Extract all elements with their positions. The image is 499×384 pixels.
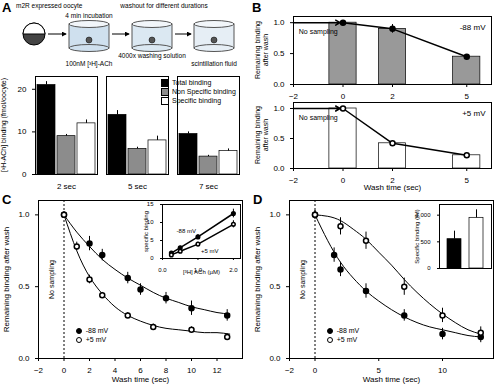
svg-text:0: 0 <box>341 92 346 101</box>
svg-text:0.0: 0.0 <box>158 267 167 273</box>
svg-text:2: 2 <box>390 176 395 186</box>
svg-text:7 sec: 7 sec <box>199 182 218 191</box>
svg-text:0: 0 <box>427 265 431 271</box>
svg-text:scintillation fluid: scintillation fluid <box>191 60 237 67</box>
html-text:D: D <box>253 192 263 207</box>
svg-text:0.5: 0.5 <box>273 49 285 58</box>
svg-text:0.0: 0.0 <box>269 354 281 363</box>
svg-text:1.0: 1.0 <box>18 210 30 219</box>
html-text:Specific binding: Specific binding <box>172 97 221 105</box>
svg-text:Remaining binding after wash: Remaining binding after wash <box>253 227 262 332</box>
svg-text:−2: −2 <box>289 92 299 101</box>
html-text:A: A <box>2 0 12 15</box>
svg-text:Remaining binding after wash: Remaining binding after wash <box>2 227 11 332</box>
svg-text:5: 5 <box>150 237 154 243</box>
svg-text:4000x washing solution: 4000x washing solution <box>118 52 186 60</box>
svg-text:10: 10 <box>187 366 196 375</box>
svg-text:Specific binding (fM): Specific binding (fM) <box>414 209 420 263</box>
svg-text:5: 5 <box>465 176 470 185</box>
svg-text:−2: −2 <box>285 366 295 375</box>
html-text:Remaining binding after wash: Remaining binding after wash <box>254 21 269 79</box>
svg-text:5: 5 <box>376 366 381 376</box>
svg-text:+5 mV: +5 mV <box>462 109 486 118</box>
svg-text:2.0: 2.0 <box>229 267 238 273</box>
svg-text:12: 12 <box>213 366 222 375</box>
html-text:-88 mV: -88 mV <box>85 327 109 334</box>
svg-text:No sampling: No sampling <box>47 260 55 299</box>
html-text:B: B <box>252 0 262 15</box>
svg-text:−2: −2 <box>34 366 44 375</box>
svg-text:0.5: 0.5 <box>273 134 285 143</box>
svg-text:6: 6 <box>138 366 143 376</box>
svg-text:-88 mV: -88 mV <box>460 23 486 32</box>
svg-text:15: 15 <box>147 201 154 207</box>
svg-text:−2: −2 <box>289 176 299 185</box>
svg-text:1.0: 1.0 <box>273 18 285 27</box>
svg-text:20: 20 <box>18 85 27 94</box>
svg-text:2: 2 <box>390 92 395 101</box>
svg-text:5 sec: 5 sec <box>128 182 147 191</box>
svg-text:washout for different duration: washout for different durations <box>119 2 208 9</box>
svg-text:4 min incubation: 4 min incubation <box>65 12 113 19</box>
svg-text:100nM [³H]-ACh: 100nM [³H]-ACh <box>66 60 113 68</box>
html-text:+5 mV: +5 mV <box>336 336 358 344</box>
svg-text:2 sec: 2 sec <box>57 182 76 191</box>
svg-text:Wash time (sec): Wash time (sec) <box>364 183 422 192</box>
svg-text:0.0: 0.0 <box>18 354 30 363</box>
html-text:Total binding: Total binding <box>172 79 212 86</box>
svg-text:500: 500 <box>420 239 431 245</box>
html-text:-88 mV: -88 mV <box>336 327 360 334</box>
svg-text:5: 5 <box>465 92 470 101</box>
svg-text:10: 10 <box>146 219 154 226</box>
svg-text:1,000: 1,000 <box>415 212 431 219</box>
html-text:Remaining binding after wash: Remaining binding after wash <box>254 106 269 164</box>
svg-text:0: 0 <box>22 170 27 179</box>
svg-text:1.0: 1.0 <box>269 210 281 219</box>
svg-text:Wash time (sec): Wash time (sec) <box>112 375 170 384</box>
svg-text:1.0: 1.0 <box>273 104 285 113</box>
svg-text:-88 mV: -88 mV <box>177 228 196 234</box>
svg-text:Wash time (sec): Wash time (sec) <box>363 375 421 384</box>
svg-text:No sampling: No sampling <box>299 28 338 36</box>
svg-text:0: 0 <box>313 366 318 375</box>
html-text:+5 mV: +5 mV <box>85 336 107 344</box>
svg-text:No sampling: No sampling <box>298 260 306 299</box>
html-text:C: C <box>2 192 12 207</box>
svg-text:8: 8 <box>163 366 169 376</box>
html-text:Non Specific binding: Non Specific binding <box>172 88 236 96</box>
svg-text:0: 0 <box>150 255 154 261</box>
svg-text:[³H] ACh (µM): [³H] ACh (µM) <box>183 269 220 275</box>
svg-text:0.5: 0.5 <box>18 282 30 291</box>
svg-text:No sampling: No sampling <box>299 114 338 122</box>
svg-text:0: 0 <box>341 176 346 185</box>
svg-text:4: 4 <box>112 366 118 376</box>
svg-text:+5 mV: +5 mV <box>201 248 219 254</box>
svg-text:specific binding: specific binding <box>143 211 149 252</box>
svg-text:10: 10 <box>438 366 447 375</box>
svg-text:0: 0 <box>62 366 67 375</box>
svg-text:0.0: 0.0 <box>273 164 285 173</box>
svg-text:10: 10 <box>18 127 27 136</box>
svg-text:0.5: 0.5 <box>269 282 281 291</box>
html-text:[³H-ACh] binding (fmol/oocyte): [³H-ACh] binding (fmol/oocyte) <box>0 77 7 173</box>
svg-text:m2R expressed oocyte: m2R expressed oocyte <box>16 2 83 10</box>
svg-text:2: 2 <box>87 366 92 375</box>
svg-text:0.0: 0.0 <box>273 80 285 89</box>
